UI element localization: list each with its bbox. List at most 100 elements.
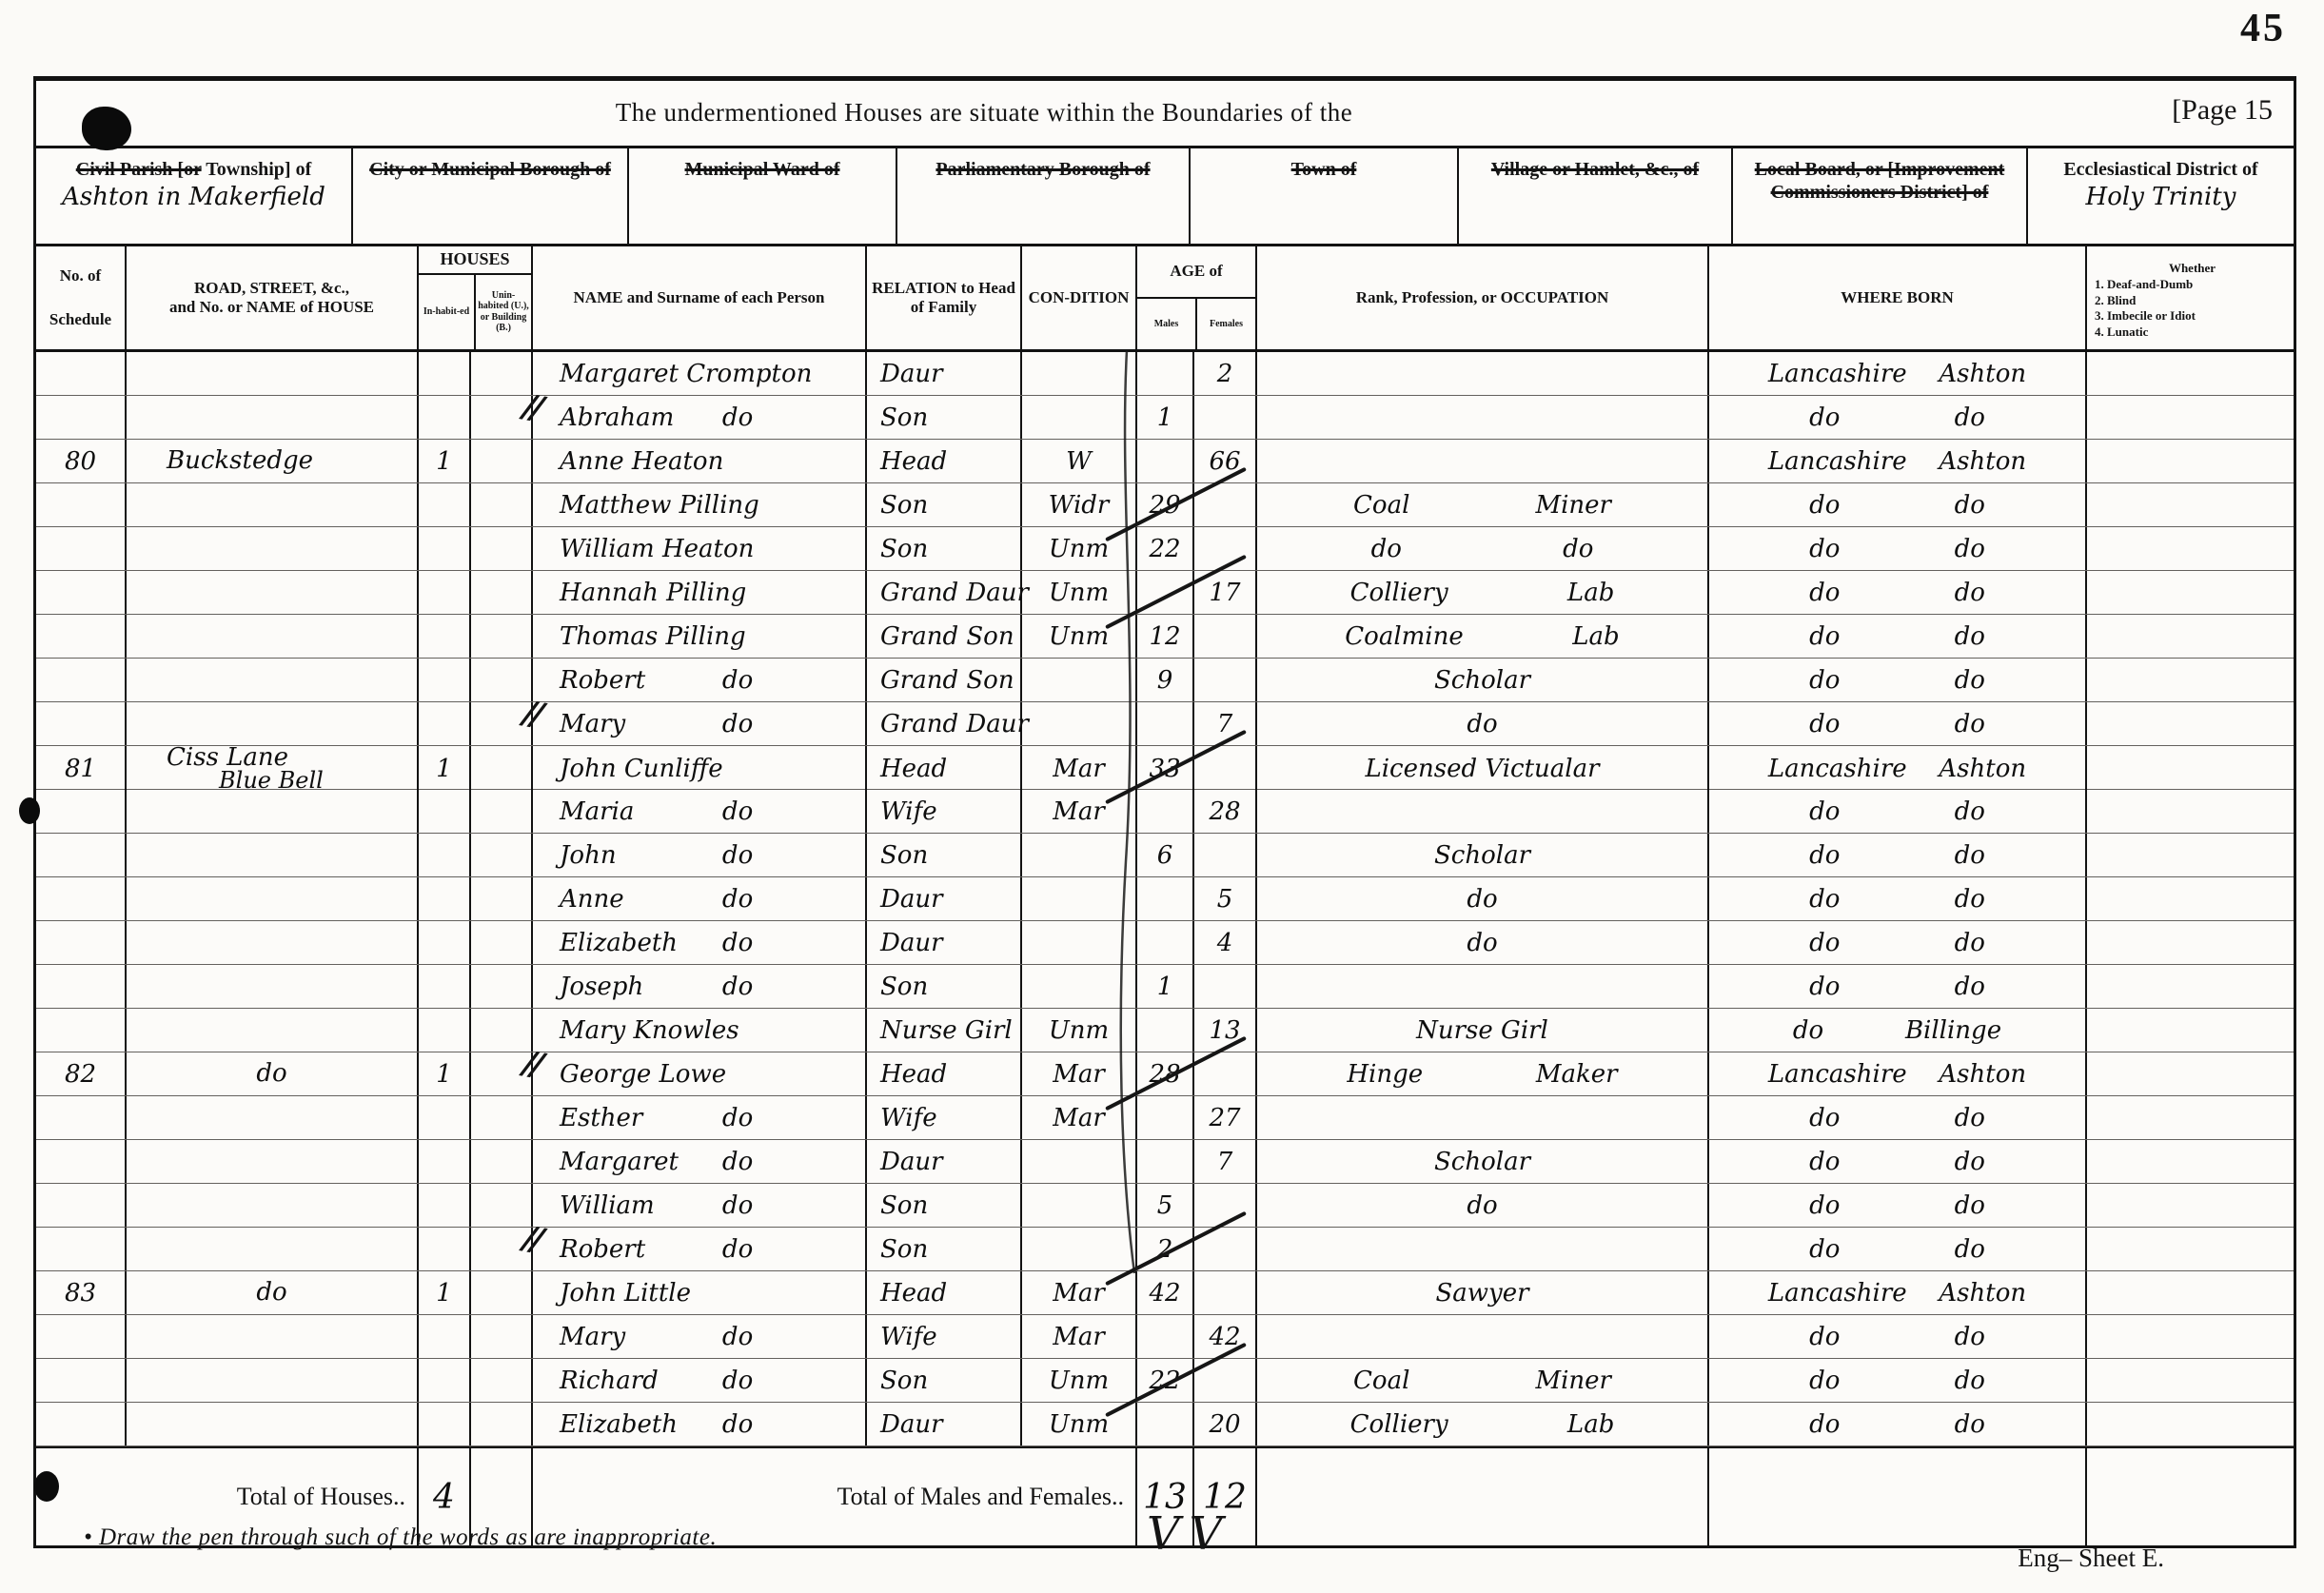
cell-occupation xyxy=(1257,440,1709,482)
cell-condition: Unm xyxy=(1022,615,1137,658)
cell-age-female xyxy=(1194,1271,1257,1314)
table-row: William do Son 5 do do do xyxy=(36,1184,2294,1228)
relation: Wife xyxy=(880,796,937,826)
relation: Nurse Girl xyxy=(880,1015,1013,1045)
person-name: Maria xyxy=(560,796,635,826)
occupation: Lab xyxy=(1566,1409,1615,1439)
cell-inhabited xyxy=(419,1009,471,1052)
condition: Unm xyxy=(1048,534,1110,563)
totals-row: Total of Houses.. 4 Total of Males and F… xyxy=(36,1446,2294,1545)
cell-schedule xyxy=(36,483,127,526)
table-row: Richard do Son Unm 22 Coal Miner do do xyxy=(36,1342,2294,1418)
cell-uninhabited xyxy=(471,571,533,614)
person-name: Robert xyxy=(560,665,646,695)
born-county: do xyxy=(1809,1103,1841,1132)
cell-relation: Daur xyxy=(867,877,1022,920)
col-header-road: ROAD, STREET, &c., and No. or NAME of HO… xyxy=(127,246,419,349)
location-cell: Parliamentary Borough of xyxy=(897,148,1191,244)
relation: Daur xyxy=(880,1409,943,1439)
cell-house xyxy=(127,1140,419,1183)
cell-occupation xyxy=(1257,396,1709,439)
cell-inhabited xyxy=(419,1184,471,1227)
schedule-number: 82 xyxy=(64,1059,97,1089)
cell-occupation: Coal Miner xyxy=(1257,483,1709,526)
relation: Head xyxy=(880,446,948,476)
condition: Unm xyxy=(1048,1366,1110,1395)
cell-uninhabited xyxy=(471,396,533,439)
relation: Head xyxy=(880,754,948,783)
person-name: Mary Knowles xyxy=(560,1015,739,1045)
occupation: Colliery xyxy=(1349,1409,1448,1439)
cell-disabilities xyxy=(2087,440,2294,482)
col-header-houses: HOUSES In-habit-ed Unin-habited (U.), or… xyxy=(419,246,533,349)
person-name-ditto: do xyxy=(721,1103,754,1132)
cell-schedule xyxy=(36,1359,127,1402)
cell-schedule xyxy=(36,352,127,395)
cell-house xyxy=(127,834,419,876)
cell-name: Mary Knowles xyxy=(533,1009,867,1052)
census-rows: Margaret Crompton Daur 2 Lancashire Ashton //… xyxy=(36,352,2294,1446)
cell-age-female xyxy=(1194,965,1257,1008)
cell-relation: Grand Daur xyxy=(867,702,1029,745)
person-name-ditto: do xyxy=(721,1190,754,1220)
occupation: Coal xyxy=(1353,1366,1410,1395)
age-female: 27 xyxy=(1209,1103,1241,1132)
occupation: Coalmine xyxy=(1345,621,1464,651)
house-name: do xyxy=(256,1278,287,1308)
born-place: do xyxy=(1954,884,1985,914)
occupation: do xyxy=(1467,928,1498,957)
cell-condition xyxy=(1022,921,1137,964)
cell-where-born: do do xyxy=(1709,396,2087,439)
cell-relation: Son xyxy=(867,527,1022,570)
cell-house xyxy=(127,1009,419,1052)
cell-age-female: 7 xyxy=(1194,702,1257,745)
table-row: Margaret do Daur 7 Scholar do do xyxy=(36,1140,2294,1184)
cell-age-male: 33 xyxy=(1105,729,1247,805)
cell-where-born: do do xyxy=(1709,834,2087,876)
cell-occupation: Scholar xyxy=(1257,1140,1709,1183)
cell-disabilities xyxy=(2087,659,2294,701)
cell-where-born: do do xyxy=(1709,921,2087,964)
cell-occupation: Colliery Lab xyxy=(1257,1403,1709,1446)
location-cell: Town of xyxy=(1191,148,1459,244)
person-name-ditto: do xyxy=(721,1366,754,1395)
census-table: The undermentioned Houses are situate wi… xyxy=(33,76,2296,1548)
cell-age-male: 22 xyxy=(1105,1342,1247,1418)
cell-age-male: 5 xyxy=(1137,1184,1194,1227)
cell-schedule: 83 xyxy=(36,1271,127,1314)
cell-name: //Robert do xyxy=(521,1219,867,1270)
occupation: do xyxy=(1370,534,1402,563)
footnote: • Draw the pen through such of the words… xyxy=(84,1524,718,1550)
person-name: Mary xyxy=(560,709,626,738)
cell-where-born: Lancashire Ashton xyxy=(1709,352,2087,395)
born-county: do xyxy=(1809,403,1841,432)
age-male: 1 xyxy=(1156,403,1173,432)
cell-occupation: Scholar xyxy=(1257,834,1709,876)
cell-where-born: Lancashire Ashton xyxy=(1709,440,2087,482)
age-female: 17 xyxy=(1209,578,1241,607)
total-males-females-label: Total of Males and Females.. xyxy=(533,1448,1137,1545)
occupation: Scholar xyxy=(1433,665,1531,695)
age-female: 42 xyxy=(1209,1322,1241,1351)
cell-schedule xyxy=(36,1009,127,1052)
cell-relation: Daur xyxy=(867,352,1022,395)
born-place: do xyxy=(1954,1366,1985,1395)
cell-disabilities xyxy=(2087,834,2294,876)
col-header-females: Females xyxy=(1210,318,1243,329)
cell-disabilities xyxy=(2087,1403,2294,1446)
cell-disabilities xyxy=(2087,1140,2294,1183)
born-place: do xyxy=(1954,840,1985,870)
location-cell: Village or Hamlet, &c., of xyxy=(1459,148,1733,244)
cell-relation: Wife xyxy=(867,790,1022,833)
cell-condition: Unm xyxy=(1022,1359,1137,1402)
relation: Son xyxy=(880,840,929,870)
cell-house xyxy=(127,396,419,439)
cell-house xyxy=(127,1228,419,1270)
condition: Widr xyxy=(1048,490,1110,520)
table-row: Anne do Daur 5 do do do xyxy=(36,877,2294,921)
cell-uninhabited xyxy=(471,965,533,1008)
page-number: 45 xyxy=(2240,7,2286,50)
cell-relation: Grand Daur xyxy=(867,571,1029,614)
cell-schedule: 80 xyxy=(36,440,127,482)
cell-uninhabited xyxy=(471,1228,533,1270)
